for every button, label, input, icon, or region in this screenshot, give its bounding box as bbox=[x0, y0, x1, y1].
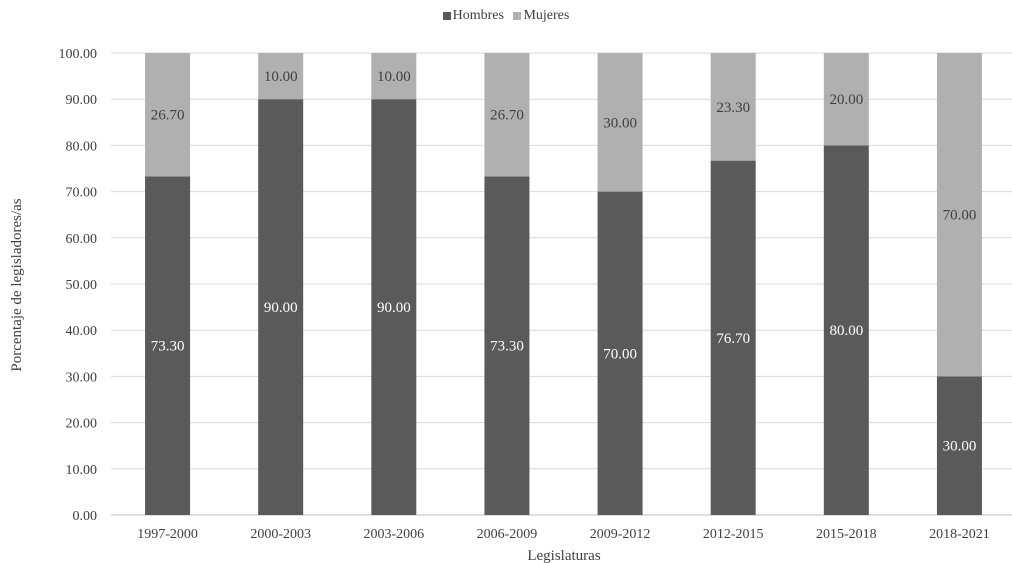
y-axis-ticks: 0.00 10.00 20.00 30.00 40.00 50.00 60.00 70.00 8… bbox=[59, 47, 98, 524]
data-label-hombres: 73.30 bbox=[490, 339, 524, 355]
y-tick-label: 40.00 bbox=[66, 324, 98, 339]
data-label-mujeres: 10.00 bbox=[264, 69, 298, 85]
x-tick-label: 2018-2021 bbox=[929, 527, 990, 542]
data-label-hombres: 90.00 bbox=[377, 300, 411, 316]
bar-segment-hombres bbox=[823, 145, 869, 515]
bar-segment-mujeres bbox=[936, 53, 982, 377]
data-label-mujeres: 23.30 bbox=[716, 100, 750, 116]
legend-item-mujeres: Mujeres bbox=[513, 8, 569, 24]
gridlines bbox=[111, 52, 1012, 516]
legend-swatch-hombres bbox=[442, 12, 451, 20]
data-label-mujeres: 26.70 bbox=[151, 108, 185, 124]
data-label-hombres: 73.30 bbox=[151, 339, 185, 355]
y-tick-label: 30.00 bbox=[66, 370, 98, 385]
x-tick-label: 2009-2012 bbox=[590, 527, 651, 542]
data-label-mujeres: 30.00 bbox=[603, 115, 637, 131]
data-label-hombres: 30.00 bbox=[943, 439, 977, 455]
data-label-hombres: 76.70 bbox=[716, 331, 750, 347]
bar-segment-hombres bbox=[710, 160, 756, 515]
y-tick-label: 0.00 bbox=[73, 509, 98, 524]
bar-segment-hombres bbox=[145, 176, 191, 515]
legend-label-mujeres: Mujeres bbox=[523, 8, 570, 23]
bar-segment-hombres bbox=[258, 99, 304, 515]
bar-segment-hombres bbox=[371, 99, 417, 515]
bar-segment-hombres bbox=[484, 176, 530, 515]
y-tick-label: 50.00 bbox=[66, 278, 98, 293]
y-axis-title: Porcentaje de legisladores/as bbox=[9, 198, 25, 371]
data-label-mujeres: 10.00 bbox=[377, 69, 411, 85]
x-tick-label: 2015-2018 bbox=[816, 527, 877, 542]
bar-segment-mujeres bbox=[258, 53, 304, 100]
y-tick-label: 80.00 bbox=[66, 139, 98, 154]
bar-segment-mujeres bbox=[484, 53, 530, 177]
y-tick-label: 20.00 bbox=[66, 417, 98, 432]
x-tick-label: 1997-2000 bbox=[137, 527, 198, 542]
legend-item-hombres: Hombres bbox=[442, 8, 504, 24]
legend-label-hombres: Hombres bbox=[452, 8, 504, 23]
x-tick-label: 2012-2015 bbox=[703, 527, 764, 542]
data-label-hombres: 70.00 bbox=[603, 346, 637, 362]
bar-segment-hombres bbox=[936, 376, 982, 515]
y-tick-label: 70.00 bbox=[66, 186, 98, 201]
x-tick-label: 2003-2006 bbox=[363, 527, 424, 542]
bar-segment-mujeres bbox=[371, 53, 417, 100]
legend-swatch-mujeres bbox=[513, 12, 522, 20]
bar-segment-mujeres bbox=[823, 53, 869, 146]
bar-segment-mujeres bbox=[597, 53, 643, 192]
data-label-hombres: 80.00 bbox=[829, 323, 863, 339]
bar-segment-mujeres bbox=[710, 53, 756, 161]
x-axis-ticks: 1997-2000 2000-2003 2003-2006 2006-2009 2009… bbox=[137, 527, 990, 542]
bar-segment-hombres bbox=[597, 191, 643, 515]
data-label-mujeres: 20.00 bbox=[829, 92, 863, 108]
y-tick-label: 10.00 bbox=[66, 463, 98, 478]
x-tick-label: 2000-2003 bbox=[250, 527, 311, 542]
x-axis-title: Legislaturas bbox=[527, 548, 600, 563]
y-tick-label: 100.00 bbox=[59, 47, 98, 62]
data-label-mujeres: 26.70 bbox=[490, 108, 524, 124]
data-label-hombres: 90.00 bbox=[264, 300, 298, 316]
chart-legend: Hombres Mujeres bbox=[0, 8, 1012, 25]
y-tick-label: 90.00 bbox=[66, 93, 98, 108]
data-label-mujeres: 70.00 bbox=[943, 208, 977, 224]
y-tick-label: 60.00 bbox=[66, 232, 98, 247]
x-tick-label: 2006-2009 bbox=[477, 527, 538, 542]
bar-segment-mujeres bbox=[145, 53, 191, 177]
bars: 73.30 26.70 90.00 10.00 90.00 10.00 73.30 26.70… bbox=[145, 53, 982, 515]
